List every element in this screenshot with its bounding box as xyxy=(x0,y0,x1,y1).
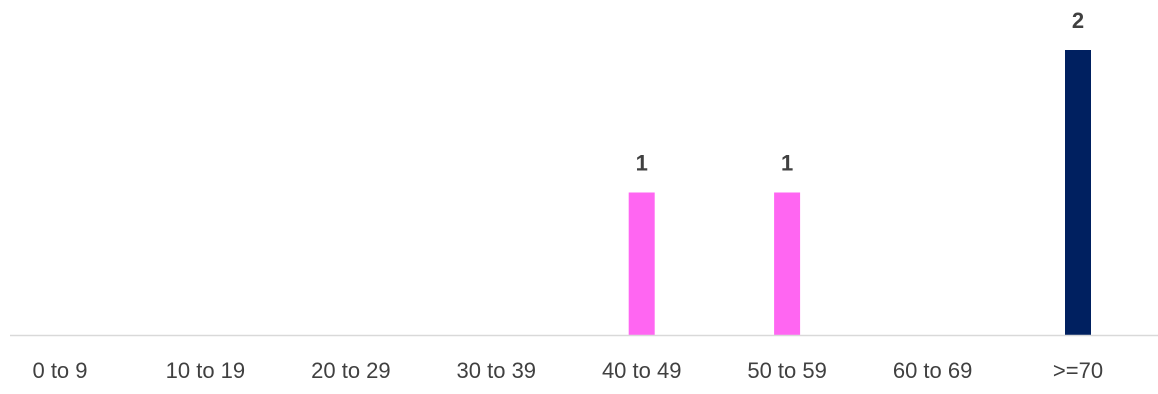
x-tick-label-7: >=70 xyxy=(1053,358,1103,383)
x-tick-label-2: 20 to 29 xyxy=(311,358,391,383)
x-tick-label-1: 10 to 19 xyxy=(166,358,246,383)
data-label-5: 1 xyxy=(781,151,793,176)
x-tick-labels-layer: 0 to 9 10 to 19 20 to 29 30 to 39 40 to 49 50… xyxy=(32,358,1103,383)
x-tick-label-3: 30 to 39 xyxy=(457,358,537,383)
bars-layer xyxy=(628,50,1091,335)
bar-4 xyxy=(628,192,655,335)
x-tick-label-4: 40 to 49 xyxy=(602,358,682,383)
bar-7 xyxy=(1065,50,1091,335)
x-tick-label-0: 0 to 9 xyxy=(32,358,87,383)
data-labels-layer: 1 1 2 xyxy=(636,8,1085,176)
data-label-7: 2 xyxy=(1072,8,1084,33)
bar-5 xyxy=(774,192,801,335)
data-label-4: 1 xyxy=(636,151,648,176)
x-tick-label-5: 50 to 59 xyxy=(747,358,827,383)
x-tick-label-6: 60 to 69 xyxy=(893,358,973,383)
